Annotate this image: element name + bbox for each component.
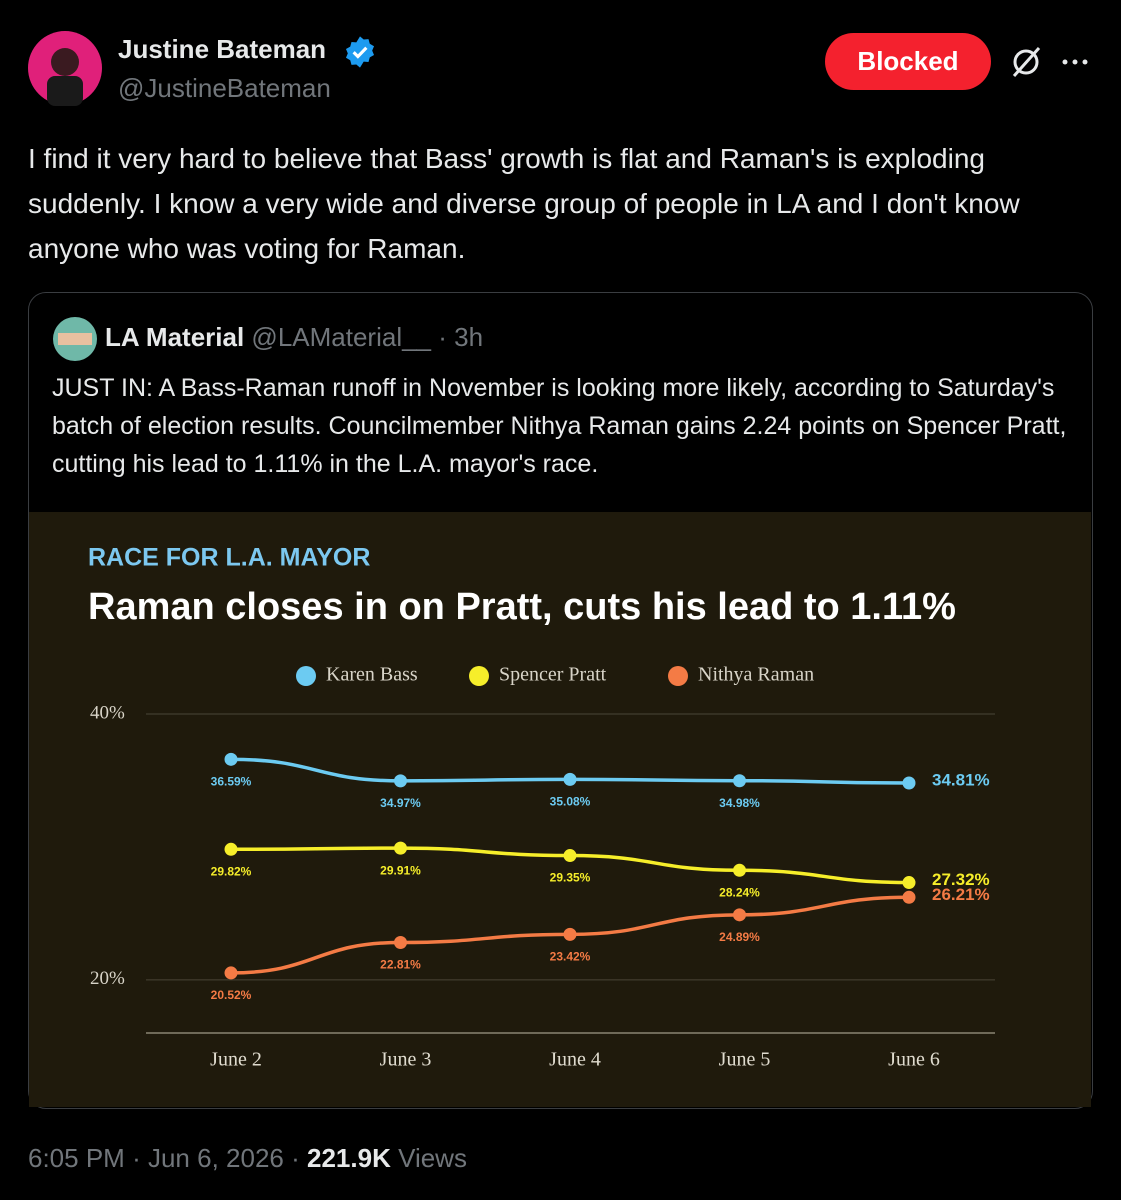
- quote-time: 3h: [454, 322, 484, 352]
- data-label: 36.59%: [211, 774, 252, 788]
- data-point: [224, 752, 238, 766]
- data-point: [224, 966, 238, 980]
- verified-badge: [345, 36, 375, 68]
- data-label: 34.81%: [932, 770, 990, 789]
- data-label: 34.97%: [380, 796, 421, 810]
- legend-swatch: [469, 666, 489, 686]
- data-label: 24.89%: [719, 930, 760, 944]
- chart-subtitle: RACE FOR L.A. MAYOR: [88, 544, 370, 572]
- data-point: [394, 841, 407, 855]
- legend-swatch: [668, 666, 688, 686]
- x-tick-label: June 2: [210, 1049, 262, 1071]
- avatar[interactable]: [27, 30, 103, 106]
- data-point: [394, 774, 407, 788]
- author-handle[interactable]: @JustineBateman: [118, 73, 331, 103]
- x-tick-label: June 4: [549, 1049, 601, 1071]
- legend-label: Nithya Raman: [698, 664, 814, 686]
- data-point: [733, 774, 746, 788]
- quote-tweet[interactable]: LA Material @LAMaterial__ · 3h JUST IN: …: [28, 292, 1093, 1109]
- data-label: 34.98%: [719, 796, 760, 810]
- data-point: [394, 935, 407, 949]
- data-point: [902, 876, 916, 890]
- data-label: 20.52%: [211, 988, 252, 1002]
- data-label: 29.82%: [211, 864, 252, 878]
- chart: RACE FOR L.A. MAYOR Raman closes in on P…: [29, 512, 1091, 1107]
- grok-icon[interactable]: [1008, 44, 1044, 80]
- data-point: [733, 908, 746, 922]
- tweet-text: I find it very hard to believe that Bass…: [28, 143, 1020, 264]
- data-point: [224, 842, 238, 856]
- legend-label: Karen Bass: [326, 664, 418, 686]
- separator: ·: [438, 322, 447, 352]
- views-label: Views: [398, 1143, 467, 1173]
- separator: ·: [291, 1143, 300, 1173]
- separator: ·: [132, 1143, 141, 1173]
- y-tick-label: 40%: [90, 702, 125, 723]
- x-tick-label: June 3: [380, 1049, 432, 1071]
- more-icon[interactable]: [1060, 52, 1094, 72]
- data-point: [563, 849, 577, 863]
- view-count: 221.9K: [307, 1143, 391, 1173]
- data-label: 29.35%: [550, 871, 591, 885]
- data-point: [563, 927, 577, 941]
- legend-swatch: [296, 666, 316, 686]
- data-point: [733, 863, 746, 877]
- data-label: 35.08%: [550, 795, 591, 809]
- x-tick-label: June 6: [888, 1049, 940, 1071]
- tweet-footer: 6:05 PM · Jun 6, 2026 · 221.9K Views: [28, 1143, 467, 1174]
- x-tick-label: June 5: [719, 1049, 771, 1071]
- chart-title: Raman closes in on Pratt, cuts his lead …: [88, 586, 956, 628]
- data-label: 23.42%: [550, 950, 591, 964]
- blocked-button[interactable]: Blocked: [825, 33, 991, 90]
- author-name[interactable]: Justine Bateman: [118, 34, 327, 64]
- data-point: [902, 776, 916, 790]
- y-tick-label: 20%: [90, 968, 125, 989]
- data-point: [902, 890, 916, 904]
- data-label: 29.91%: [380, 863, 421, 877]
- data-point: [563, 772, 577, 786]
- data-label: 28.24%: [719, 885, 760, 899]
- data-label: 22.81%: [380, 958, 421, 972]
- tweet-time: 6:05 PM: [28, 1143, 125, 1173]
- data-label: 26.21%: [932, 885, 990, 904]
- legend-label: Spencer Pratt: [499, 664, 607, 686]
- quote-author: LA Material: [105, 322, 245, 352]
- chart-background: [29, 512, 1091, 1107]
- quote-avatar: [53, 317, 97, 361]
- quote-text: JUST IN: A Bass-Raman runoff in November…: [52, 374, 1067, 478]
- data-label: 27.32%: [932, 870, 990, 889]
- quote-header: LA Material @LAMaterial__ · 3h: [105, 322, 483, 353]
- quote-handle: @LAMaterial__: [251, 322, 432, 352]
- tweet-date: Jun 6, 2026: [147, 1143, 284, 1173]
